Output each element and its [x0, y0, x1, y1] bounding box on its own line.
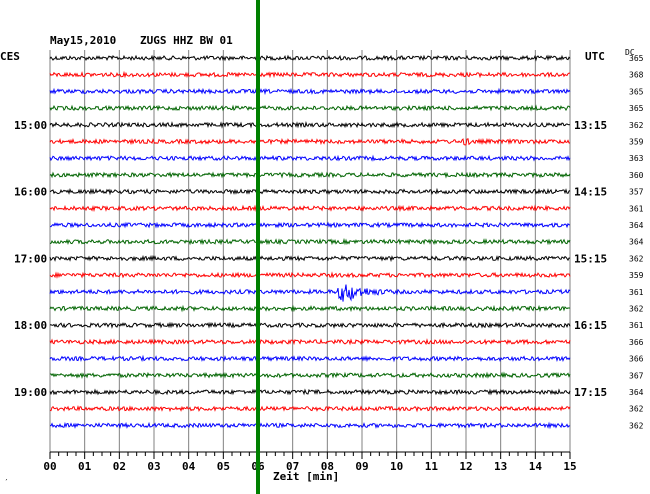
x-tick-label-01: 01 — [78, 460, 92, 473]
dc-value: 367 — [629, 371, 644, 380]
trace-13 — [49, 271, 571, 279]
dc-value: 366 — [629, 338, 644, 347]
dc-value: 363 — [629, 154, 644, 163]
left-time-label: 17:00 — [14, 252, 47, 265]
dc-value: 365 — [629, 87, 644, 96]
dc-value: 364 — [629, 221, 644, 230]
trace-12 — [49, 254, 571, 263]
dc-value: 361 — [629, 288, 644, 297]
date-label: May15,2010 — [50, 34, 117, 47]
right-time-label: 17:15 — [574, 386, 607, 399]
trace-0 — [49, 54, 571, 62]
trace-22 — [49, 421, 571, 430]
x-tick-label-03: 03 — [147, 460, 160, 473]
x-tick-label-11: 11 — [425, 460, 439, 473]
x-tick-label-09: 09 — [355, 460, 368, 473]
trace-9 — [49, 204, 571, 213]
trace-17 — [49, 338, 571, 346]
dc-value: 362 — [629, 405, 644, 414]
dc-value: 359 — [629, 271, 644, 280]
right-time-label: 16:15 — [574, 319, 607, 332]
right-time-label: 14:15 — [574, 186, 607, 199]
station-label: ZUGS HHZ BW 01 — [140, 34, 233, 47]
x-tick-label-10: 10 — [390, 460, 403, 473]
trace-16 — [49, 321, 571, 329]
left-time-label: 19:00 — [14, 386, 47, 399]
dc-value: 359 — [629, 138, 644, 147]
dc-value: 362 — [629, 254, 644, 263]
trace-7 — [49, 171, 571, 179]
trace-20 — [49, 388, 571, 396]
x-tick-label-05: 05 — [217, 460, 230, 473]
dc-value: 360 — [629, 171, 644, 180]
dc-header-label: DC — [625, 48, 635, 57]
trace-4 — [49, 121, 571, 129]
trace-14 — [49, 284, 571, 302]
dc-value: 361 — [629, 204, 644, 213]
x-tick-label-13: 13 — [494, 460, 507, 473]
trace-1 — [49, 70, 570, 79]
x-axis-label: Zeit [min] — [273, 470, 340, 483]
dc-value: 362 — [629, 421, 644, 430]
left-time-label: 18:00 — [14, 319, 47, 332]
right-time-label: 15:15 — [574, 252, 607, 265]
x-tick-label-12: 12 — [459, 460, 472, 473]
x-tick-label-15: 15 — [563, 460, 576, 473]
trace-11 — [49, 237, 571, 246]
dc-value: 357 — [629, 188, 644, 197]
trace-15 — [49, 304, 571, 313]
dc-value: 365 — [629, 54, 644, 63]
left-timezone-label: CES — [0, 50, 20, 63]
corner-mark: ′ — [4, 478, 9, 487]
trace-10 — [50, 221, 571, 229]
trace-21 — [49, 404, 571, 413]
dc-value: 364 — [629, 388, 644, 397]
x-tick-label-07: 07 — [286, 460, 299, 473]
left-time-label: 15:00 — [14, 119, 47, 132]
trace-19 — [49, 371, 571, 379]
right-time-label: 13:15 — [574, 119, 607, 132]
x-tick-label-08: 08 — [321, 460, 334, 473]
x-tick-label-00: 00 — [43, 460, 56, 473]
dc-value: 365 — [629, 104, 644, 113]
dc-value: 366 — [629, 355, 644, 364]
trace-8 — [49, 187, 571, 196]
dc-value: 361 — [629, 321, 644, 330]
trace-6 — [49, 154, 571, 162]
left-time-label: 16:00 — [14, 186, 47, 199]
x-tick-label-14: 14 — [529, 460, 543, 473]
trace-3 — [49, 104, 571, 112]
x-tick-label-04: 04 — [182, 460, 196, 473]
trace-5 — [49, 137, 571, 146]
dc-value: 368 — [629, 71, 644, 80]
trace-2 — [49, 87, 571, 96]
dc-value: 362 — [629, 121, 644, 130]
dc-value: 362 — [629, 305, 644, 314]
right-timezone-label: UTC — [585, 50, 605, 63]
dc-value: 364 — [629, 238, 644, 247]
trace-18 — [49, 354, 571, 363]
x-tick-label-02: 02 — [113, 460, 126, 473]
